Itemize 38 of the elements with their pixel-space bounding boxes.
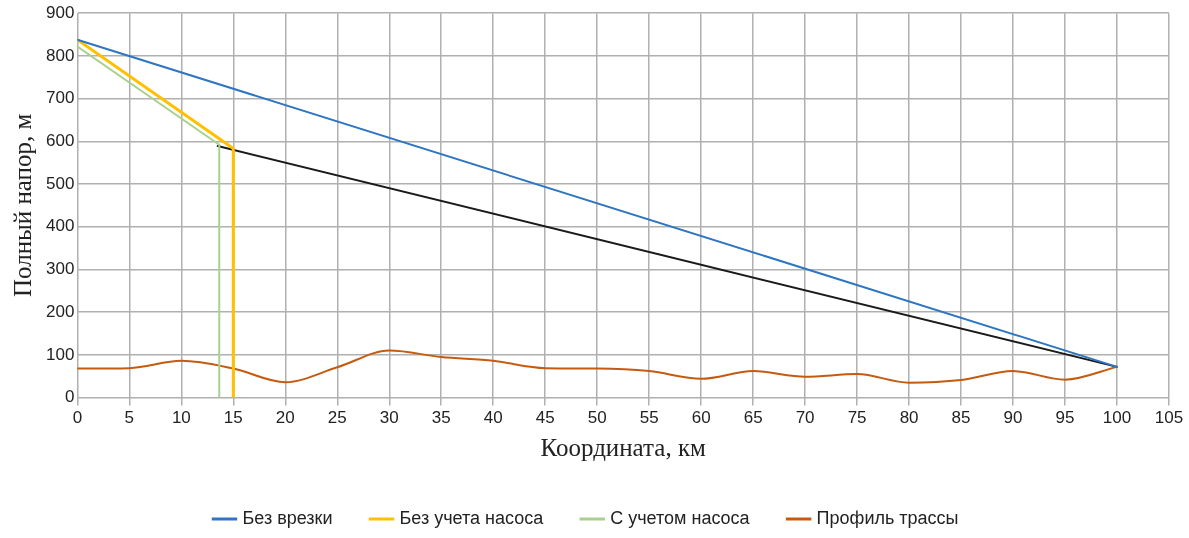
legend-label: Без врезки xyxy=(242,507,333,528)
x-tick-label: 25 xyxy=(327,408,347,428)
x-tick-label: 60 xyxy=(691,408,711,428)
x-tick-label: 65 xyxy=(743,408,763,428)
y-tick-label: 200 xyxy=(45,301,75,321)
x-tick-label: 90 xyxy=(1003,408,1023,428)
y-tick-label: 300 xyxy=(45,259,75,279)
x-tick-label: 95 xyxy=(1055,408,1075,428)
x-tick-label: 70 xyxy=(795,408,815,428)
x-axis-title: Координата, км xyxy=(540,433,707,461)
x-tick-label: 75 xyxy=(847,408,867,428)
x-tick-label: 30 xyxy=(379,408,399,428)
x-tick-label: 85 xyxy=(951,408,971,428)
y-tick-label: 400 xyxy=(45,216,75,236)
x-tick-label: 5 xyxy=(124,408,135,428)
x-tick-label: 80 xyxy=(899,408,919,428)
y-tick-label: 900 xyxy=(45,2,75,22)
y-tick-label: 600 xyxy=(45,131,75,151)
y-tick-label: 700 xyxy=(45,88,75,108)
x-tick-label: 50 xyxy=(587,408,607,428)
x-tick-label: 35 xyxy=(431,408,451,428)
y-tick-label: 500 xyxy=(45,173,75,193)
x-tick-label: 20 xyxy=(275,408,295,428)
x-tick-label: 100 xyxy=(1102,408,1132,428)
x-tick-label: 55 xyxy=(639,408,659,428)
legend-label: Без учета насоса xyxy=(399,507,545,528)
x-tick-label: 40 xyxy=(483,408,503,428)
x-tick-label: 45 xyxy=(535,408,555,428)
y-axis-title: Полный напор, м xyxy=(8,113,36,298)
y-tick-label: 800 xyxy=(45,45,75,65)
y-tick-label: 100 xyxy=(45,344,75,364)
y-tick-label: 0 xyxy=(64,387,75,407)
x-tick-label: 105 xyxy=(1154,408,1184,428)
x-tick-label: 10 xyxy=(171,408,191,428)
line-series xyxy=(77,349,1119,384)
legend-label: Профиль трассы xyxy=(816,507,959,528)
legend-label: С учетом насоса xyxy=(610,507,751,528)
x-tick-label: 15 xyxy=(223,408,243,428)
